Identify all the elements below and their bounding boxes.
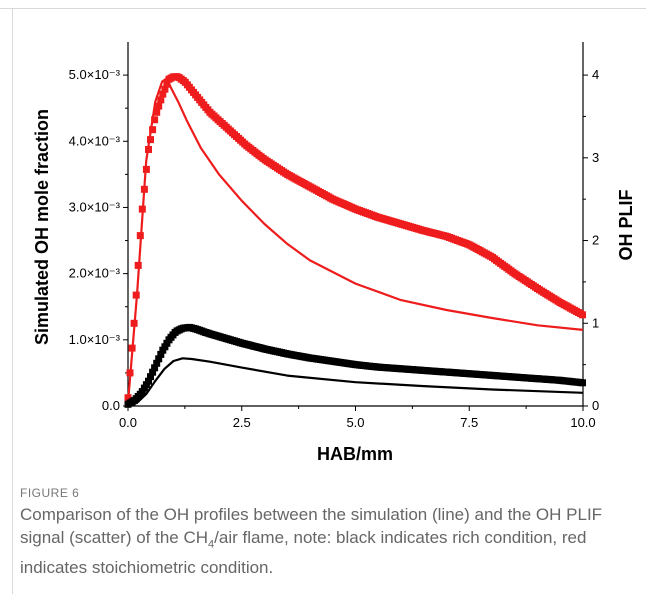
- caption-text-1: Comparison of the OH profiles between th…: [20, 505, 603, 547]
- scatter-point: [136, 232, 144, 240]
- scatter-point: [153, 359, 161, 367]
- scatter-point: [151, 116, 159, 124]
- x-tick-label: 10.0: [570, 415, 595, 430]
- scatter-point: [159, 90, 167, 98]
- caption-subscript: 4: [208, 538, 215, 551]
- scatter-point: [163, 80, 171, 88]
- y-axis-right-label: OH PLIF: [616, 189, 636, 260]
- y-left-tick-label: 0.0: [102, 398, 120, 413]
- y-left-tick-label: 2.0×10⁻³: [69, 266, 121, 281]
- line-series-rich: [127, 357, 584, 408]
- scatter-point: [145, 377, 152, 385]
- scatter-point: [149, 126, 157, 134]
- scatter-point: [132, 291, 140, 299]
- scatter-point: [147, 373, 154, 381]
- y-left-tick-label: 4.0×10⁻³: [69, 133, 121, 148]
- scatter-point: [149, 368, 157, 376]
- scatter-series-stoichiometric: [124, 73, 586, 402]
- scatter-point: [134, 261, 142, 269]
- x-tick-label: 2.5: [233, 415, 251, 430]
- y-left-tick-label: 3.0×10⁻³: [69, 199, 121, 214]
- oh-profile-chart: 0.0 2.5 5.0 7.5 10.0 0.0 1.0×10⁻³ 2.0×10⁻³ 3.0×1…: [32, 42, 636, 464]
- scatter-point: [130, 319, 138, 327]
- scatter-point: [128, 344, 136, 352]
- left-border: [12, 8, 13, 594]
- scatter-point: [138, 205, 146, 213]
- scatter-point: [140, 185, 148, 193]
- scatter-point: [579, 311, 586, 319]
- line-series-stoichiometric: [126, 77, 584, 403]
- caption-text-2: /air flame, note: black indicates rich c…: [20, 528, 587, 578]
- top-border: [0, 8, 646, 9]
- scatter-point: [157, 96, 165, 104]
- scatter-point: [579, 379, 586, 387]
- scatter-point: [124, 394, 132, 402]
- scatter-point: [155, 355, 163, 363]
- scatter-series-rich: [124, 323, 586, 408]
- scatter-point: [161, 85, 169, 93]
- x-tick-label: 0.0: [119, 415, 137, 430]
- x-axis-label: HAB/mm: [317, 444, 393, 464]
- y-right-tick-label: 3: [592, 150, 599, 165]
- scatter-point: [151, 364, 159, 372]
- scatter-point: [155, 102, 163, 110]
- y-left-tick-label: 5.0×10⁻³: [69, 67, 121, 82]
- y-left-tick-label: 1.0×10⁻³: [69, 332, 121, 347]
- scatter-point: [142, 165, 150, 173]
- x-tick-label: 5.0: [346, 415, 364, 430]
- figure-caption: Comparison of the OH profiles between th…: [20, 503, 630, 579]
- y-axis-left-label: Simulated OH mole fraction: [32, 109, 52, 345]
- scatter-point: [147, 136, 154, 144]
- y-right-tick-label: 2: [592, 233, 599, 248]
- x-tick-label: 7.5: [460, 415, 478, 430]
- figure-label: FIGURE 6: [20, 486, 80, 500]
- scatter-point: [157, 350, 165, 358]
- scatter-point: [126, 369, 134, 377]
- scatter-point: [145, 146, 152, 153]
- scatter-point: [153, 108, 161, 116]
- y-right-tick-label: 0: [592, 398, 599, 413]
- y-right-tick-label: 4: [592, 67, 599, 82]
- y-right-tick-label: 1: [592, 315, 599, 330]
